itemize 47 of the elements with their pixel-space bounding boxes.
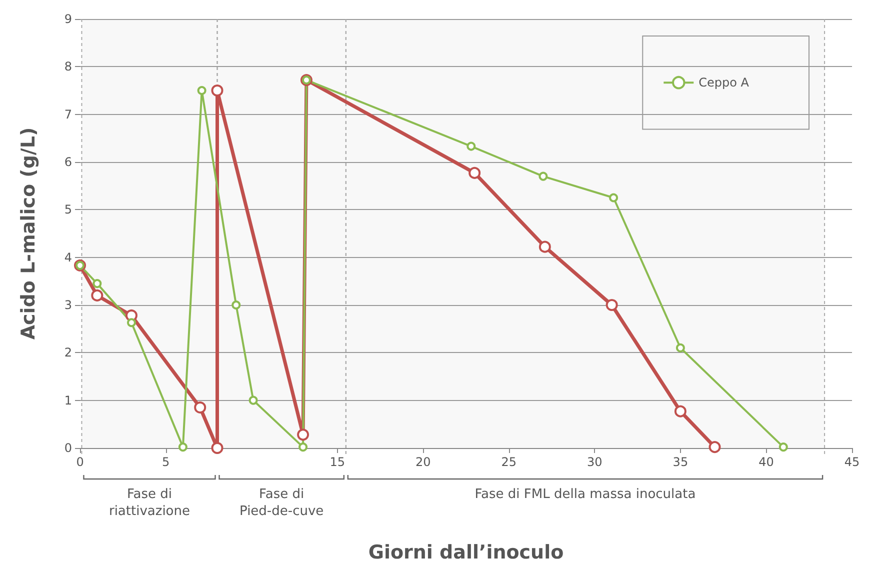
band-label: Fase di riattivazione — [108, 487, 190, 519]
point — [92, 279, 102, 288]
y-tick-label: 7 — [64, 107, 72, 122]
point — [194, 401, 206, 414]
point — [466, 142, 476, 151]
point — [197, 86, 206, 95]
y-tick-label: 0 — [64, 441, 72, 455]
point — [538, 172, 548, 181]
y-tick-label: 5 — [64, 202, 72, 217]
point — [778, 442, 788, 452]
y-tick-label: 8 — [64, 60, 72, 74]
y-tick-label: 3 — [64, 298, 72, 312]
point — [211, 84, 224, 96]
point — [297, 428, 310, 441]
x-tick-label: 25 — [501, 455, 517, 469]
point — [708, 441, 721, 454]
point — [232, 300, 241, 310]
x-axis-title: Giorni dall’inoculo — [368, 542, 564, 564]
band-label: Fase di Pied-de-cuve — [240, 487, 324, 519]
point — [606, 299, 618, 311]
x-tick-label: 30 — [587, 455, 602, 469]
y-tick-label: 2 — [64, 346, 72, 360]
point — [211, 442, 224, 454]
point — [178, 442, 188, 452]
legend-label: Ceppo A — [698, 76, 750, 90]
point — [676, 343, 685, 352]
point — [538, 240, 551, 253]
point — [468, 166, 481, 179]
y-tick-label: 4 — [64, 250, 72, 264]
y-axis-title: Acido L-malico (g/L) — [18, 127, 40, 340]
y-tick-label: 9 — [64, 12, 72, 26]
x-tick-label: 35 — [672, 455, 688, 469]
y-tick-label: 1 — [64, 393, 72, 408]
point — [609, 193, 618, 202]
x-tick-label: 20 — [415, 455, 431, 469]
band-label: Fase di FML della massa inoculata — [474, 487, 696, 502]
point — [674, 405, 686, 418]
point — [298, 442, 308, 452]
x-tick-label: 45 — [844, 455, 860, 469]
point — [126, 318, 136, 328]
x-tick-label: 5 — [162, 455, 170, 469]
x-tick-label: 0 — [76, 455, 84, 469]
x-tick-label: 15 — [330, 455, 345, 469]
point — [248, 396, 258, 405]
x-tick-label: 40 — [758, 455, 774, 469]
point — [91, 289, 104, 302]
y-tick-label: 6 — [64, 155, 72, 169]
